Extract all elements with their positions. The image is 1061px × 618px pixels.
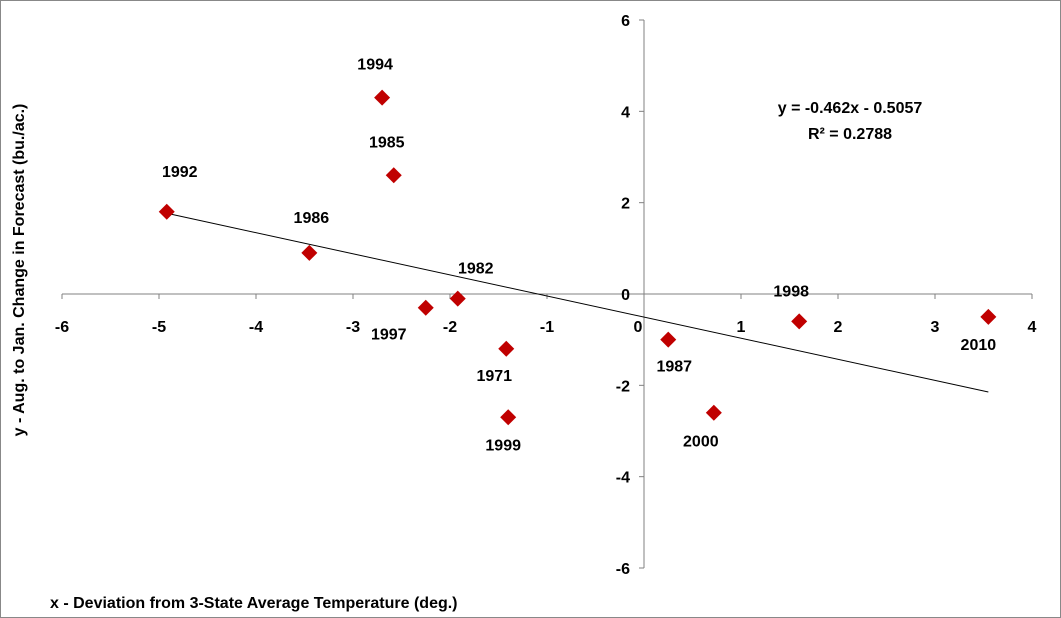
y-tick-label: -2: [616, 378, 630, 395]
x-axis-title: x - Deviation from 3-State Average Tempe…: [50, 595, 458, 612]
x-tick-label: -6: [55, 319, 69, 336]
x-tick-label: -1: [540, 319, 554, 336]
data-point-1982: [449, 290, 466, 307]
x-tick-label: -4: [249, 319, 263, 336]
x-tick-label: -3: [346, 319, 360, 336]
data-label-1982: 1982: [458, 261, 494, 278]
data-label-2010: 2010: [961, 337, 997, 354]
trendline-equation: y = -0.462x - 0.5057: [778, 100, 923, 117]
y-tick-label: 0: [621, 287, 630, 304]
data-point-1997: [417, 299, 434, 316]
data-point-1986: [301, 244, 318, 261]
x-tick-label: 0: [634, 319, 643, 336]
y-tick-label: 2: [621, 196, 630, 213]
x-tick-label: 1: [737, 319, 746, 336]
trendline-r-squared: R² = 0.2788: [808, 126, 892, 143]
data-point-1994: [374, 89, 391, 106]
data-point-2010: [980, 308, 997, 325]
data-point-1987: [660, 331, 677, 348]
data-point-1971: [498, 340, 515, 357]
x-tick-label: 2: [834, 319, 843, 336]
x-tick-label: -5: [152, 319, 166, 336]
data-label-1987: 1987: [656, 359, 692, 376]
y-axis-title: y - Aug. to Jan. Change in Forecast (bu.…: [11, 104, 28, 437]
data-point-2000: [705, 404, 722, 421]
x-tick-label: 4: [1028, 319, 1037, 336]
data-label-2000: 2000: [683, 434, 719, 451]
points-group: [158, 89, 997, 426]
y-tick-label: 6: [621, 13, 630, 30]
data-label-1992: 1992: [162, 164, 198, 181]
data-label-1986: 1986: [294, 210, 330, 227]
data-point-1999: [500, 409, 517, 426]
y-tick-label: -4: [616, 470, 630, 487]
data-label-1999: 1999: [485, 437, 521, 454]
x-tick-label: -2: [443, 319, 457, 336]
y-tick-label: 4: [621, 104, 630, 121]
data-label-1997: 1997: [371, 327, 407, 344]
trendline-group: [166, 212, 989, 393]
y-tick-label: -6: [616, 561, 630, 578]
data-label-1985: 1985: [369, 134, 405, 151]
x-tick-label: 3: [931, 319, 940, 336]
data-label-1998: 1998: [773, 283, 809, 300]
data-label-1994: 1994: [357, 57, 393, 74]
trendline: [166, 212, 989, 393]
axes: -6 -5 -4 -3 -2 -1 0 1 2 3 4 6 4 2 0 -2 -4 -6: [55, 13, 1037, 578]
data-point-1992: [158, 203, 175, 220]
point-labels-group: 1992 1994 1985 1986 1997 1982 1971 1999 1987 2000…: [162, 57, 996, 455]
data-label-1971: 1971: [476, 368, 512, 385]
data-point-1998: [791, 313, 808, 330]
data-point-1985: [385, 167, 402, 184]
